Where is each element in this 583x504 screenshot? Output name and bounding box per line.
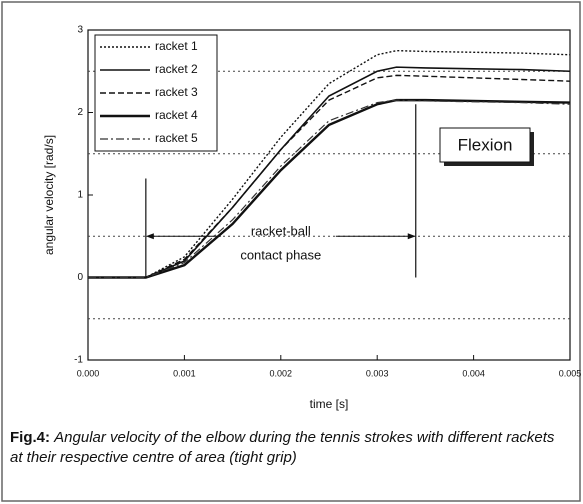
y-tick-label: 3 [77, 25, 83, 36]
y-tick-label: 0 [77, 272, 83, 283]
x-axis-label: time [s] [310, 397, 349, 411]
y-tick-label: 2 [77, 107, 83, 118]
x-tick-label: 0.002 [270, 368, 293, 378]
x-tick-label: 0.005 [559, 368, 582, 378]
box-label: Flexion [458, 135, 513, 154]
caption-text: Angular velocity of the elbow during the… [10, 429, 555, 466]
series-line [88, 99, 571, 279]
arrow-head [145, 233, 154, 240]
annotation: contact phase [240, 248, 321, 263]
x-tick-label: 0.003 [366, 368, 389, 378]
x-tick-label: 0.001 [173, 368, 196, 378]
y-axis-label: angular velocity [rad/s] [42, 135, 56, 255]
legend-label: racket 4 [155, 108, 198, 122]
series-line [88, 74, 571, 279]
series-line [88, 66, 571, 279]
caption: Fig.4: Angular velocity of the elbow dur… [10, 428, 570, 468]
legend-label: racket 2 [155, 62, 198, 76]
annotation: racket-ball [251, 224, 311, 239]
legend-label: racket 3 [155, 85, 198, 99]
y-tick-label: 1 [77, 190, 83, 201]
box [439, 127, 531, 163]
series-line [88, 98, 571, 279]
legend-box [94, 34, 218, 152]
legend-label: racket 1 [155, 39, 198, 53]
y-tick-label: -1 [74, 355, 83, 366]
x-tick-label: 0.000 [77, 368, 100, 378]
legend-label: racket 5 [155, 131, 198, 145]
x-tick-label: 0.004 [462, 368, 485, 378]
caption-label: Fig.4: [10, 429, 50, 446]
arrow-head [407, 233, 416, 240]
series-line [88, 49, 571, 279]
